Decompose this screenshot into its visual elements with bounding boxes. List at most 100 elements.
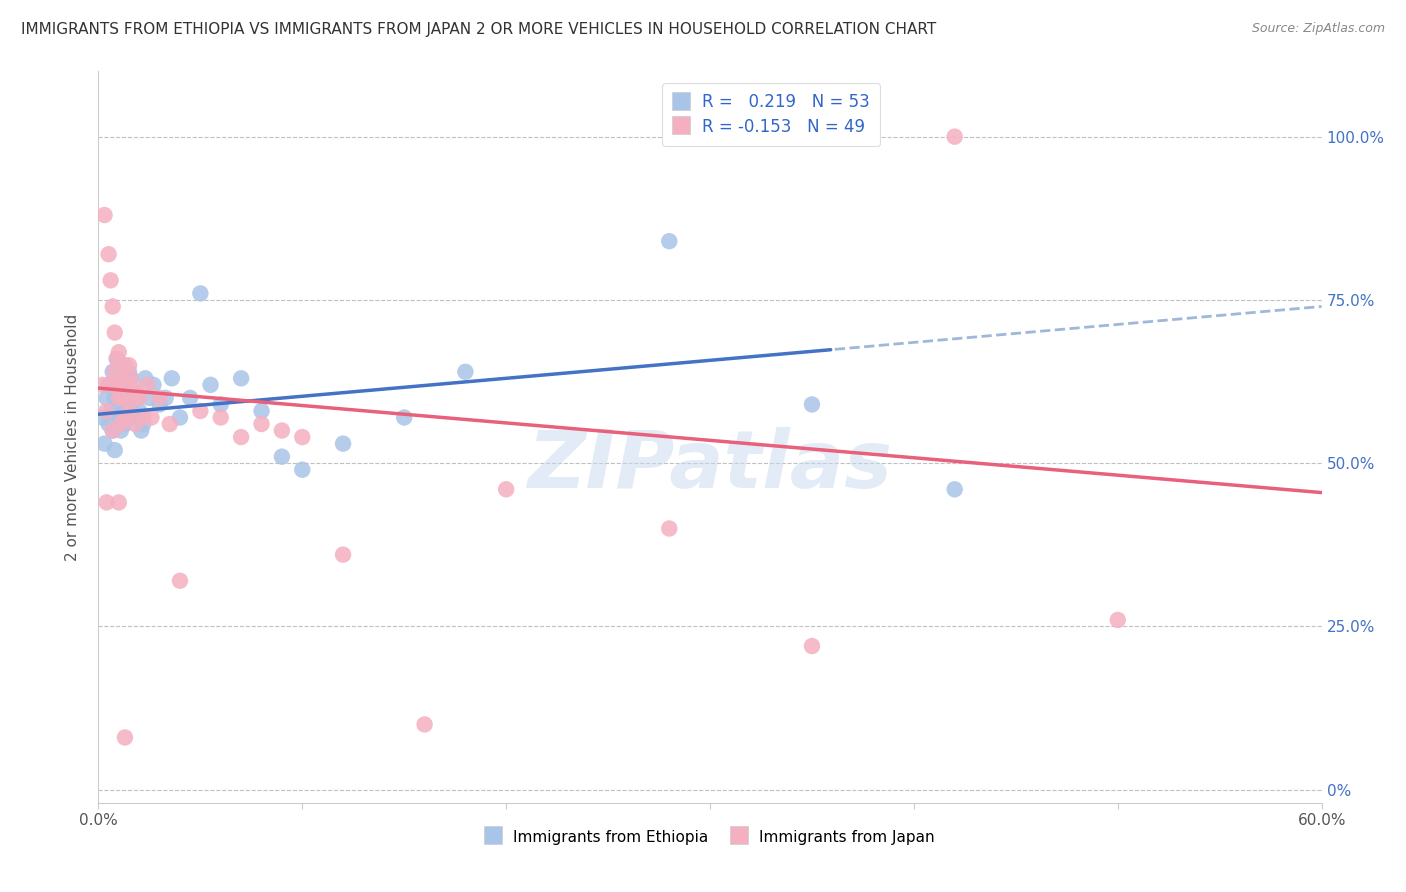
Point: [270, 424, 294, 438]
Point: [93, 208, 115, 222]
Point: [93, 436, 115, 450]
Point: [114, 417, 136, 431]
Point: [96, 495, 118, 509]
Point: [188, 286, 212, 301]
Point: [291, 430, 314, 444]
Point: [105, 351, 128, 366]
Point: [291, 463, 314, 477]
Point: [1107, 613, 1129, 627]
Point: [149, 397, 172, 411]
Point: [104, 365, 127, 379]
Point: [149, 391, 172, 405]
Point: [169, 574, 191, 588]
Point: [200, 377, 222, 392]
Point: [413, 717, 436, 731]
Text: IMMIGRANTS FROM ETHIOPIA VS IMMIGRANTS FROM JAPAN 2 OR MORE VEHICLES IN HOUSEHOL: IMMIGRANTS FROM ETHIOPIA VS IMMIGRANTS F…: [21, 22, 936, 37]
Point: [132, 410, 155, 425]
Point: [97, 377, 120, 392]
Point: [188, 404, 212, 418]
Point: [658, 521, 681, 535]
Point: [100, 404, 122, 418]
Point: [132, 417, 155, 431]
Point: [134, 371, 156, 385]
Point: [122, 410, 145, 425]
Point: [111, 397, 134, 411]
Text: ZIPatlas: ZIPatlas: [527, 427, 893, 506]
Point: [250, 417, 273, 431]
Point: [392, 410, 416, 425]
Point: [114, 384, 136, 399]
Point: [110, 417, 132, 431]
Point: [118, 410, 141, 425]
Point: [250, 404, 273, 418]
Point: [160, 371, 183, 385]
Point: [100, 377, 122, 392]
Point: [104, 443, 127, 458]
Point: [332, 548, 354, 562]
Point: [129, 424, 152, 438]
Point: [155, 391, 177, 405]
Point: [127, 384, 149, 399]
Y-axis label: 2 or more Vehicles in Household: 2 or more Vehicles in Household: [65, 313, 80, 561]
Point: [108, 345, 131, 359]
Point: [97, 417, 120, 431]
Point: [120, 397, 142, 411]
Point: [97, 247, 120, 261]
Point: [110, 371, 132, 385]
Point: [231, 430, 253, 444]
Point: [101, 365, 124, 379]
Point: [114, 410, 136, 425]
Point: [96, 404, 118, 418]
Point: [124, 417, 146, 431]
Point: [100, 273, 122, 287]
Point: [495, 483, 517, 497]
Point: [801, 397, 824, 411]
Point: [108, 495, 131, 509]
Point: [128, 404, 150, 418]
Point: [179, 391, 201, 405]
Point: [104, 326, 127, 340]
Point: [105, 404, 128, 418]
Point: [209, 410, 232, 425]
Point: [169, 410, 191, 425]
Point: [231, 371, 253, 385]
Point: [91, 410, 114, 425]
Point: [115, 377, 138, 392]
Point: [801, 639, 824, 653]
Point: [141, 410, 163, 425]
Point: [118, 365, 141, 379]
Point: [122, 391, 145, 405]
Point: [159, 417, 181, 431]
Point: [104, 391, 127, 405]
Point: [101, 424, 124, 438]
Point: [124, 384, 146, 399]
Point: [105, 377, 128, 392]
Point: [108, 410, 131, 425]
Point: [110, 371, 132, 385]
Point: [142, 377, 165, 392]
Point: [454, 365, 477, 379]
Point: [114, 358, 136, 372]
Point: [270, 450, 294, 464]
Point: [943, 483, 966, 497]
Point: [101, 424, 124, 438]
Point: [91, 377, 114, 392]
Point: [115, 377, 138, 392]
Point: [128, 391, 150, 405]
Point: [332, 436, 354, 450]
Point: [658, 234, 681, 248]
Point: [108, 391, 131, 405]
Point: [943, 129, 966, 144]
Point: [120, 371, 142, 385]
Point: [118, 404, 141, 418]
Point: [111, 358, 134, 372]
Point: [110, 424, 132, 438]
Point: [96, 391, 118, 405]
Point: [118, 358, 141, 372]
Text: Source: ZipAtlas.com: Source: ZipAtlas.com: [1251, 22, 1385, 36]
Point: [108, 384, 131, 399]
Point: [101, 300, 124, 314]
Point: [105, 351, 128, 366]
Point: [136, 377, 159, 392]
Point: [209, 397, 232, 411]
